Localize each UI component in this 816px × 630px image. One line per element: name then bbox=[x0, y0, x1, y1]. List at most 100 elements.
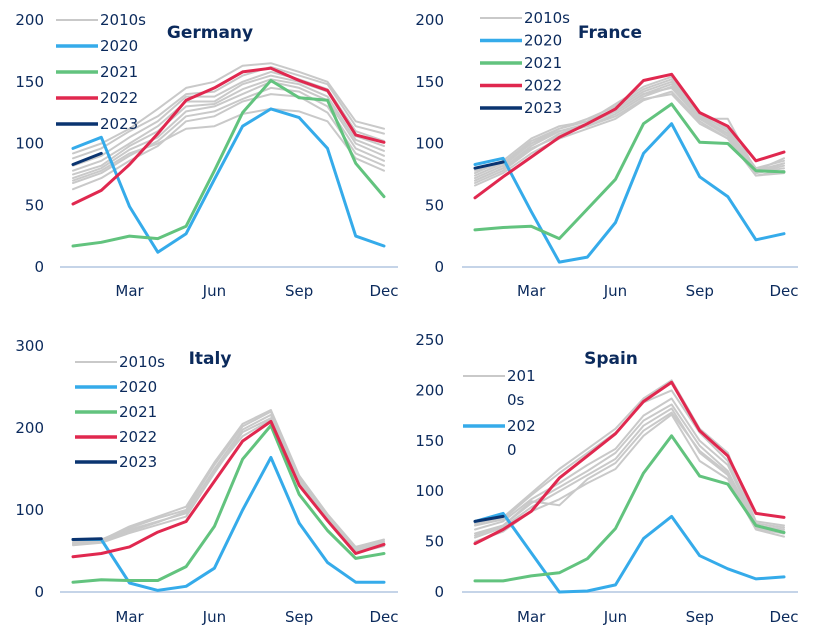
legend-label: 0 bbox=[507, 441, 517, 459]
series-line-2023 bbox=[71, 537, 103, 541]
y-tick-label: 0 bbox=[434, 258, 444, 276]
legend-item-2021: 2021 bbox=[75, 403, 157, 421]
series-line-2010s-4 bbox=[474, 397, 785, 531]
y-tick-label: 0 bbox=[434, 583, 444, 601]
legend-label: 2021 bbox=[119, 403, 157, 421]
legend-label: 202 bbox=[507, 417, 536, 435]
x-tick-label: Dec bbox=[769, 282, 798, 300]
legend-item-2020: 2020 bbox=[463, 417, 536, 459]
series-line-2010s-6 bbox=[474, 75, 785, 175]
y-tick-label: 150 bbox=[15, 73, 44, 91]
chart-germany: 0 50 100 150 200 Mar Jun Sep Dec Germany 2010s 2020… bbox=[15, 11, 398, 300]
series-line-2021 bbox=[473, 102, 786, 241]
x-tick-label: Mar bbox=[517, 282, 546, 300]
series-line-2022 bbox=[71, 419, 386, 559]
legend-item-2022: 2022 bbox=[75, 428, 157, 446]
series-line-2020 bbox=[473, 122, 786, 264]
legend: 2010s 2020 2021 2022 2023 bbox=[56, 11, 146, 133]
chart-spain: 0 50 100 150 200 250 Mar Jun Sep Dec Spain 2010s 202… bbox=[415, 331, 798, 626]
legend-item-2020: 2020 bbox=[480, 32, 562, 50]
legend: 2010s 2020 2021 2022 2023 bbox=[480, 9, 570, 117]
legend-item-2010s: 2010s bbox=[480, 9, 570, 27]
y-tick-label: 200 bbox=[15, 11, 44, 29]
x-tick-label: Jun bbox=[202, 608, 226, 626]
legend-label: 0s bbox=[507, 391, 525, 409]
chart-title: Spain bbox=[584, 349, 638, 369]
series-line-2010s-2 bbox=[474, 85, 785, 184]
x-tick-label: Dec bbox=[369, 608, 398, 626]
legend-label: 2021 bbox=[524, 54, 562, 72]
series-line-2021 bbox=[71, 79, 386, 248]
series-line-2010s-4 bbox=[72, 78, 385, 176]
legend-label: 2022 bbox=[524, 77, 562, 95]
series-line-2010s-8 bbox=[72, 62, 385, 155]
series-line-2021 bbox=[71, 424, 386, 584]
x-tick-label: Dec bbox=[369, 282, 398, 300]
legend-label: 2010s bbox=[119, 353, 165, 371]
legend-label: 2023 bbox=[100, 115, 138, 133]
chart-title: Germany bbox=[167, 23, 253, 43]
legend-item-2010s: 2010s bbox=[463, 367, 536, 409]
series-line-2010s-1 bbox=[72, 93, 385, 191]
x-tick-label: Sep bbox=[285, 608, 313, 626]
legend-label: 2021 bbox=[100, 63, 138, 81]
legend-label: 2020 bbox=[100, 37, 138, 55]
legend-item-2020: 2020 bbox=[75, 378, 157, 396]
series-line-2010s-2 bbox=[72, 413, 385, 551]
chart-title: France bbox=[578, 23, 642, 43]
legend-item-2023: 2023 bbox=[56, 115, 138, 133]
legend-label: 2010s bbox=[100, 11, 146, 29]
x-tick-label: Mar bbox=[517, 608, 546, 626]
x-tick-label: Mar bbox=[115, 282, 144, 300]
series-line-2022 bbox=[71, 66, 386, 206]
y-tick-label: 150 bbox=[415, 432, 444, 450]
y-tick-label: 0 bbox=[34, 583, 44, 601]
y-tick-label: 50 bbox=[425, 533, 444, 551]
series-line-2010s-8 bbox=[474, 86, 785, 182]
y-tick-label: 250 bbox=[415, 331, 444, 349]
series-line-2020 bbox=[473, 511, 786, 594]
legend-item-2010s: 2010s bbox=[75, 353, 165, 371]
series-line-2023 bbox=[71, 151, 103, 166]
y-tick-label: 50 bbox=[425, 196, 444, 214]
x-tick-label: Jun bbox=[603, 608, 627, 626]
y-tick-label: 200 bbox=[415, 381, 444, 399]
y-tick-label: 100 bbox=[415, 482, 444, 500]
legend-label: 2020 bbox=[119, 378, 157, 396]
legend-label: 2022 bbox=[100, 89, 138, 107]
y-tick-label: 150 bbox=[415, 73, 444, 91]
y-tick-label: 0 bbox=[34, 258, 44, 276]
series-line-2020 bbox=[71, 107, 386, 254]
legend-label: 2020 bbox=[524, 32, 562, 50]
series-line-2020 bbox=[71, 456, 386, 592]
legend-label: 2023 bbox=[524, 99, 562, 117]
series-line-2010s-5 bbox=[72, 409, 385, 548]
legend-item-2021: 2021 bbox=[56, 63, 138, 81]
y-tick-label: 100 bbox=[415, 135, 444, 153]
series-line-2010s-9 bbox=[72, 107, 385, 182]
y-tick-label: 200 bbox=[15, 419, 44, 437]
x-tick-label: Jun bbox=[202, 282, 226, 300]
series-line-2022 bbox=[473, 72, 786, 200]
y-tick-label: 50 bbox=[25, 196, 44, 214]
x-tick-label: Jun bbox=[603, 282, 627, 300]
chart-title: Italy bbox=[189, 349, 232, 369]
legend-item-2020: 2020 bbox=[56, 37, 138, 55]
series-line-2010s-5 bbox=[474, 78, 785, 177]
y-tick-label: 100 bbox=[15, 501, 44, 519]
x-tick-label: Dec bbox=[769, 608, 798, 626]
legend-item-2022: 2022 bbox=[480, 77, 562, 95]
legend-item-2023: 2023 bbox=[480, 99, 562, 117]
series-line-2010s-7 bbox=[474, 93, 785, 177]
series-line-2010s-7 bbox=[72, 65, 385, 160]
legend-item-2010s: 2010s bbox=[56, 11, 146, 29]
legend: 2010s 2020 2021 2022 2023 bbox=[75, 353, 165, 471]
x-tick-label: Sep bbox=[686, 282, 714, 300]
chart-italy: 0 100 200 300 Mar Jun Sep Dec Italy 2010s 2020 2021… bbox=[15, 337, 398, 626]
legend-item-2022: 2022 bbox=[56, 89, 138, 107]
legend-label: 2023 bbox=[119, 453, 157, 471]
x-tick-label: Sep bbox=[686, 608, 714, 626]
